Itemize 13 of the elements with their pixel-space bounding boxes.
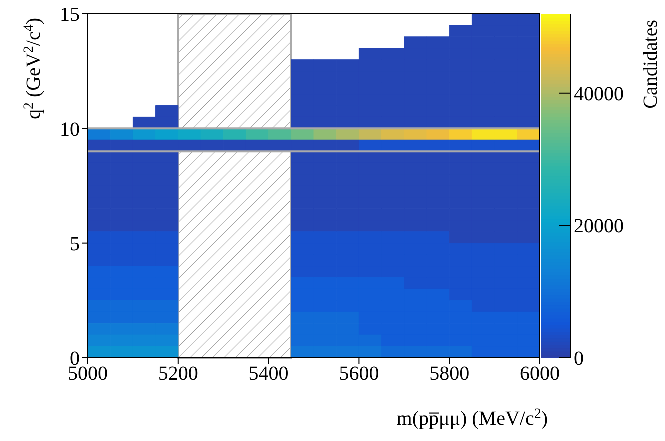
x-tick-label: 5200 bbox=[158, 363, 198, 386]
x-tick-label: 5600 bbox=[339, 363, 380, 386]
color-bar-label: 40000 bbox=[574, 83, 624, 106]
x-tick-label: 5400 bbox=[248, 363, 289, 386]
color-bar-title: Candidates bbox=[640, 20, 662, 109]
x-axis-title: m(pp̅μμ) (MeV/c$^{2}$) bbox=[396, 406, 548, 430]
y-tick-label: 10 bbox=[60, 118, 80, 141]
color-bar-label: 20000 bbox=[574, 216, 624, 238]
x-tick-label: 6000 bbox=[520, 363, 560, 386]
color-bar-label: 0 bbox=[574, 348, 584, 370]
y-tick-label: 15 bbox=[60, 4, 80, 26]
y-tick-label: 5 bbox=[70, 233, 80, 256]
x-tick-label: 5800 bbox=[430, 363, 470, 386]
